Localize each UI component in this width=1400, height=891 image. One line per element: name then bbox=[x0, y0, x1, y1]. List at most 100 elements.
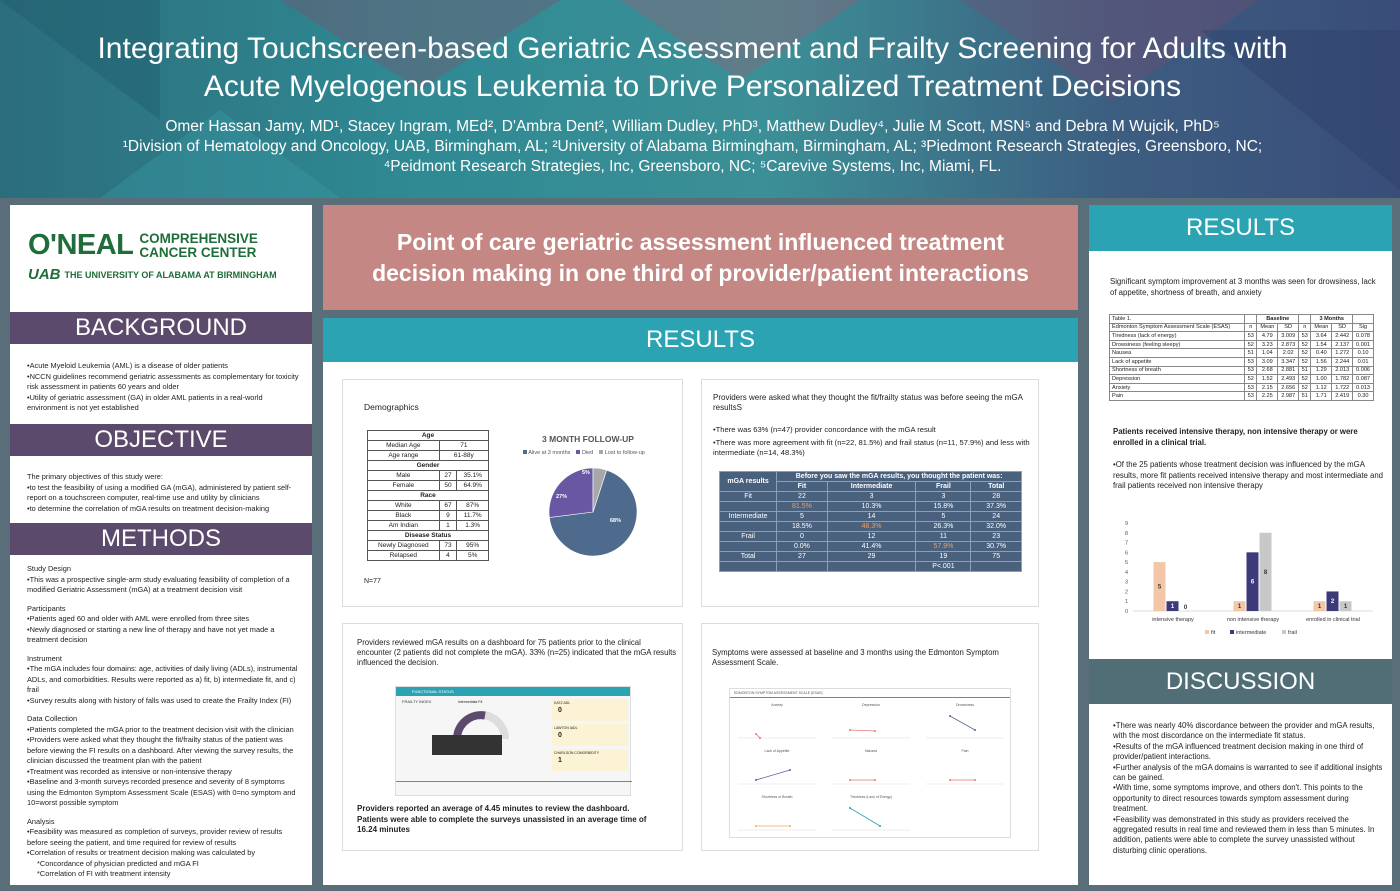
followup-chart-title: 3 MONTH FOLLOW-UP bbox=[542, 434, 634, 444]
mga-cell: Frail bbox=[718, 531, 778, 542]
treatment-bar-chart: 0 1 2 3 4 5 6 7 8 9 5 1 0 intensive therapy 1 6 8 non int… bbox=[1125, 521, 1373, 636]
mga-row: Intermediate 5 14 5 24 bbox=[718, 511, 1022, 522]
esas-cell: 0.087 bbox=[1352, 374, 1374, 384]
esas-trend-point bbox=[949, 779, 951, 781]
esas-trend-point bbox=[879, 825, 881, 827]
bar-y-tick: 1 bbox=[1125, 599, 1128, 605]
mga-col-header: Frail bbox=[915, 481, 972, 492]
objective-list: The primary objectives of this study wer… bbox=[27, 472, 302, 514]
gauge-label: Intermediate Fit bbox=[458, 700, 483, 704]
symptoms-intro: Symptoms were assessed at baseline and 3… bbox=[712, 648, 999, 667]
mga-col-header: Total bbox=[970, 481, 1022, 492]
mga-cell: 48.3% bbox=[826, 521, 917, 532]
demographics-table: Age Median Age 71 Age range 61-88y Gender Male… bbox=[367, 430, 490, 561]
demographics-cell: 27 bbox=[438, 470, 458, 481]
esas-cell: 0.013 bbox=[1352, 382, 1374, 393]
esas-cell: 52 bbox=[1298, 356, 1312, 367]
esas-trend-point bbox=[755, 733, 757, 735]
mga-cell: Fit bbox=[718, 491, 778, 502]
esas-cell: 4.79 bbox=[1256, 331, 1279, 341]
esas-cell: 2.419 bbox=[1331, 391, 1354, 401]
bar-y-tick: 8 bbox=[1125, 531, 1128, 537]
mga-cell: 28 bbox=[970, 491, 1022, 502]
mga-cell: P<.001 bbox=[915, 561, 972, 572]
esas-cell: 51 bbox=[1298, 365, 1312, 376]
esas-cell: 1.00 bbox=[1310, 374, 1333, 384]
methods-item: •The mGA includes four domains: age, act… bbox=[27, 664, 298, 694]
esas-row: Anxiety 53 2.15 2.656 52 1.12 1.722 0.013 bbox=[1108, 382, 1374, 393]
demographics-row: Black 9 11.7% bbox=[367, 510, 489, 521]
esas-cell: 1.12 bbox=[1310, 382, 1333, 393]
bar-legend-label: intermediate bbox=[1236, 630, 1266, 636]
esas-cell: 2.013 bbox=[1331, 365, 1354, 376]
esas-cell: 3.23 bbox=[1256, 339, 1279, 350]
esas-cell: 0.006 bbox=[1352, 365, 1374, 376]
mga-cell: 11 bbox=[915, 531, 972, 542]
esas-trend-point bbox=[789, 825, 791, 827]
iadl-card: LAWTON IADL 0 bbox=[552, 724, 628, 746]
esas-row: Nausea 51 1.04 2.02 52 0.40 1.272 0.10 bbox=[1108, 348, 1374, 358]
esas-trend-point bbox=[789, 769, 791, 771]
pie-slice bbox=[549, 469, 638, 557]
demographics-row: Age bbox=[367, 430, 489, 441]
bar-data-label: 8 bbox=[1264, 570, 1268, 576]
esas-trend-point bbox=[849, 779, 851, 781]
esas-row: Pain 53 2.25 2.987 51 1.71 2.419 0.30 bbox=[1108, 391, 1374, 401]
esas-cell: 52 bbox=[1298, 348, 1312, 358]
esas-cell: 52 bbox=[1298, 382, 1312, 393]
esas-cell: Nausea bbox=[1108, 348, 1246, 358]
esas-mini-title: Anxiety bbox=[771, 703, 783, 707]
mga-cell: 3 bbox=[826, 491, 917, 502]
esas-mini-title: Shortness of Breath bbox=[762, 795, 793, 799]
followup-pie-chart: 68% 27% 5% bbox=[548, 467, 638, 557]
mga-cell: Intermediate bbox=[718, 511, 778, 522]
mga-cell bbox=[718, 541, 778, 552]
demographics-row: Age range 61-88y bbox=[367, 450, 490, 461]
bar-category-label: non intensive therapy bbox=[1227, 617, 1280, 623]
methods-section-title: Participants bbox=[27, 603, 66, 613]
mga-header-top: Before you saw the mGA results, you thou… bbox=[776, 471, 1022, 482]
demographics-row: Relapsed 4 5% bbox=[367, 550, 489, 561]
esas-cell: 51 bbox=[1244, 348, 1258, 358]
bar-data-label: 5 bbox=[1158, 585, 1162, 591]
esas-cell: 3.09 bbox=[1256, 356, 1279, 367]
dashboard-intro: Providers reviewed mGA results on a dash… bbox=[357, 638, 677, 667]
esas-cell: 1.71 bbox=[1310, 391, 1333, 401]
headline-line-2: decision making in one third of provider… bbox=[372, 260, 1029, 286]
results-mid-heading: RESULTS bbox=[323, 318, 1078, 362]
esas-col-header: Sig bbox=[1352, 322, 1374, 333]
demographics-cell: 61-88y bbox=[438, 450, 490, 461]
esas-mini-charts: Anxiety Depression Drowsiness Lack of Appet… bbox=[738, 703, 1004, 831]
esas-mini-title: Tiredness (Lack of Energy) bbox=[850, 795, 892, 799]
bar bbox=[1326, 591, 1339, 611]
mga-cell bbox=[826, 561, 917, 572]
bar-data-label: 1 bbox=[1171, 604, 1175, 610]
authors-block: Omer Hassan Jamy, MD¹, Stacey Ingram, ME… bbox=[20, 117, 1365, 177]
methods-item: •Patients aged 60 and older with AML wer… bbox=[27, 614, 250, 623]
demographics-cell: White bbox=[367, 500, 440, 511]
logo-cancer-center: CANCER CENTER bbox=[139, 244, 257, 260]
methods-section-title: Analysis bbox=[27, 816, 55, 826]
demographics-cell: 35.1% bbox=[456, 470, 489, 481]
mga-cell: 23 bbox=[970, 531, 1022, 542]
bar bbox=[1259, 532, 1272, 611]
discussion-item: •Results of the mGA influenced treatment… bbox=[1113, 741, 1364, 762]
esas-row: Depression 52 1.52 2.493 52 1.00 1.782 0.087 bbox=[1108, 374, 1374, 384]
methods-item: •Newly diagnosed or starting a new line … bbox=[27, 624, 275, 645]
esas-cell: 3.64 bbox=[1310, 331, 1333, 341]
bar-data-label: 1 bbox=[1238, 604, 1242, 610]
esas-cell: 52 bbox=[1298, 339, 1312, 350]
bar-data-label: 0 bbox=[1184, 605, 1188, 611]
bar-y-tick: 9 bbox=[1125, 521, 1128, 527]
mga-row: 0.0% 41.4% 57.9% 30.7% bbox=[718, 541, 1022, 552]
demographics-row: Disease Status bbox=[367, 530, 489, 541]
objective-item: •to determine the correlation of mGA res… bbox=[27, 503, 270, 513]
esas-mini-title: Pain bbox=[961, 749, 968, 753]
bar-data-label: 1 bbox=[1344, 604, 1348, 610]
background-heading: BACKGROUND bbox=[10, 312, 312, 344]
followup-legend: Alive at 3 months Died Lost to follow-up bbox=[523, 450, 683, 456]
mga-row: 18.5% 48.3% 26.3% 32.0% bbox=[718, 521, 1022, 532]
mga-cell: 27 bbox=[776, 551, 828, 562]
mga-cell bbox=[718, 561, 778, 572]
demographics-group-header: Gender bbox=[367, 460, 489, 471]
